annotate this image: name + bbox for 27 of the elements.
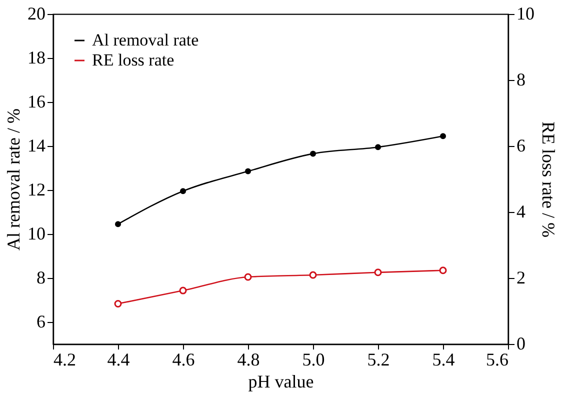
y-axis-title: Al removal rate / % (4, 108, 24, 250)
y2-tick-label: 8 (516, 70, 526, 90)
x-tick-label: 4.4 (107, 350, 130, 370)
y-tick-label: 16 (28, 92, 46, 112)
x-tick-label: 5.2 (367, 350, 390, 370)
x-tick-label: 4.6 (172, 350, 195, 370)
y-tick-label: 14 (28, 136, 46, 156)
y2-tick-label: 4 (516, 202, 526, 222)
x-tick-label: 4.8 (237, 350, 260, 370)
y2-tick-label: 6 (516, 136, 526, 156)
legend-label: RE loss rate (92, 50, 174, 70)
x-tick-label: 4.2 (54, 350, 76, 370)
y-tick-label: 18 (28, 48, 46, 68)
x-tick-label: 5.6 (486, 350, 508, 370)
y-tick-label: 6 (36, 312, 46, 332)
legend-label: Al removal rate (92, 30, 199, 50)
y-tick-label: 10 (28, 224, 46, 244)
y-tick-label: 20 (28, 4, 46, 24)
y2-tick-label: 10 (516, 4, 534, 24)
y2-tick-label: 2 (516, 268, 526, 288)
y-tick-label: 8 (36, 268, 46, 288)
y2-tick-label: 0 (516, 334, 526, 354)
y2-axis-title: RE loss rate / % (538, 122, 558, 238)
x-axis-title: pH value (248, 372, 314, 392)
x-tick-label: 5.0 (302, 350, 325, 370)
x-tick-label: 5.4 (432, 350, 455, 370)
y-tick-label: 12 (28, 180, 46, 200)
